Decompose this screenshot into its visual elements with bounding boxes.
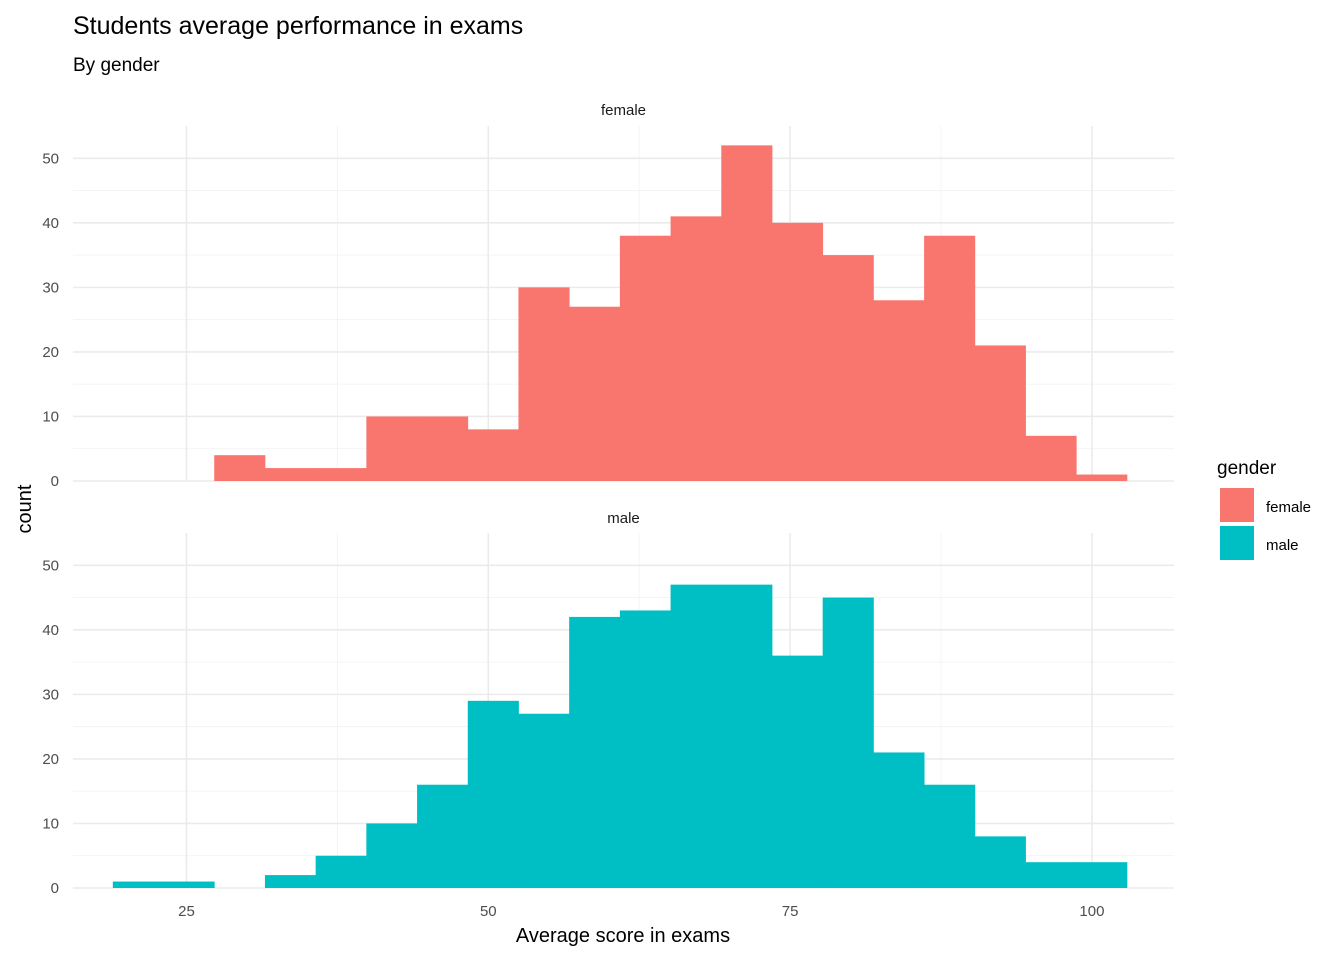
histogram-bar-female bbox=[974, 345, 1026, 481]
histogram-bar-male bbox=[467, 700, 519, 888]
histogram-bar-male bbox=[924, 784, 976, 888]
histogram-bar-female bbox=[924, 235, 976, 481]
histogram-bar-female bbox=[417, 416, 469, 481]
histogram-bar-male bbox=[569, 616, 621, 888]
histogram-bar-female bbox=[873, 300, 925, 481]
y-tick-label: 0 bbox=[51, 473, 59, 490]
histogram-bar-male bbox=[974, 836, 1026, 888]
histogram-bar-female bbox=[822, 255, 874, 481]
y-tick-label: 10 bbox=[42, 408, 59, 425]
facet-panel-male: male 0 10 20 30 40 50 25 50 75 100 bbox=[42, 510, 1174, 920]
y-tick-label: 50 bbox=[42, 557, 59, 574]
y-tick-label: 30 bbox=[42, 279, 59, 296]
chart-title: Students average performance in exams bbox=[73, 12, 523, 40]
x-axis-title: Average score in exams bbox=[516, 925, 730, 947]
histogram-bar-male bbox=[1076, 862, 1128, 888]
histogram-bar-male bbox=[822, 597, 874, 888]
histogram-bar-female bbox=[1076, 474, 1128, 481]
histogram-bar-female bbox=[1025, 435, 1077, 481]
y-tick-label: 40 bbox=[42, 622, 59, 639]
histogram-bar-female bbox=[771, 222, 824, 481]
legend: gender female male bbox=[1217, 458, 1311, 560]
histogram-bar-male bbox=[721, 584, 773, 888]
histogram-bar-female bbox=[721, 145, 773, 481]
y-tick-label: 30 bbox=[42, 686, 59, 703]
histogram-bar-male bbox=[163, 881, 215, 888]
legend-key-female bbox=[1220, 488, 1254, 522]
y-tick-label: 20 bbox=[42, 751, 59, 768]
histogram-bar-female bbox=[670, 216, 722, 481]
histogram-bar-female bbox=[264, 468, 317, 481]
histogram-bar-female bbox=[619, 235, 671, 481]
histogram-bar-male bbox=[619, 610, 671, 888]
y-tick-label: 10 bbox=[42, 815, 59, 832]
legend-label-male: male bbox=[1266, 537, 1299, 554]
x-tick-label: 50 bbox=[480, 903, 497, 920]
legend-title: gender bbox=[1217, 458, 1277, 479]
facet-strip-label-female: female bbox=[601, 102, 646, 119]
histogram-bar-female bbox=[214, 455, 266, 481]
x-tick-label: 100 bbox=[1079, 903, 1104, 920]
bars-female bbox=[214, 145, 1128, 481]
histogram-bar-female bbox=[569, 306, 621, 481]
facet-strip-label-male: male bbox=[607, 510, 640, 527]
histogram-bar-female bbox=[518, 287, 570, 481]
histogram-bar-male bbox=[1025, 862, 1077, 888]
chart-subtitle: By gender bbox=[73, 55, 160, 76]
facet-panels: female 0 10 20 30 40 50 male 0 10 20 30 40 50 25 50 75 10… bbox=[42, 102, 1174, 920]
y-axis-title: count bbox=[14, 484, 36, 533]
histogram-bar-male bbox=[315, 855, 367, 888]
y-tick-label: 40 bbox=[42, 215, 59, 232]
legend-label-female: female bbox=[1266, 499, 1311, 516]
histogram-bar-female bbox=[366, 416, 418, 481]
histogram-bar-male bbox=[112, 881, 164, 888]
histogram-bar-male bbox=[417, 784, 469, 888]
histogram-bar-male bbox=[670, 584, 722, 888]
x-tick-label: 75 bbox=[782, 903, 799, 920]
y-tick-label: 20 bbox=[42, 344, 59, 361]
histogram-bar-male bbox=[518, 713, 570, 888]
histogram-bar-male bbox=[771, 655, 824, 888]
histogram-bar-male bbox=[366, 823, 418, 888]
histogram-bar-female bbox=[467, 429, 519, 481]
histogram-bar-female bbox=[315, 468, 367, 481]
x-tick-label: 25 bbox=[178, 903, 195, 920]
y-tick-label: 50 bbox=[42, 150, 59, 167]
histogram-bar-male bbox=[873, 752, 925, 888]
histogram-bar-male bbox=[264, 875, 317, 888]
legend-key-male bbox=[1220, 526, 1254, 560]
bars-male bbox=[112, 584, 1128, 888]
y-tick-label: 0 bbox=[51, 880, 59, 897]
facet-panel-female: female 0 10 20 30 40 50 bbox=[42, 102, 1174, 490]
